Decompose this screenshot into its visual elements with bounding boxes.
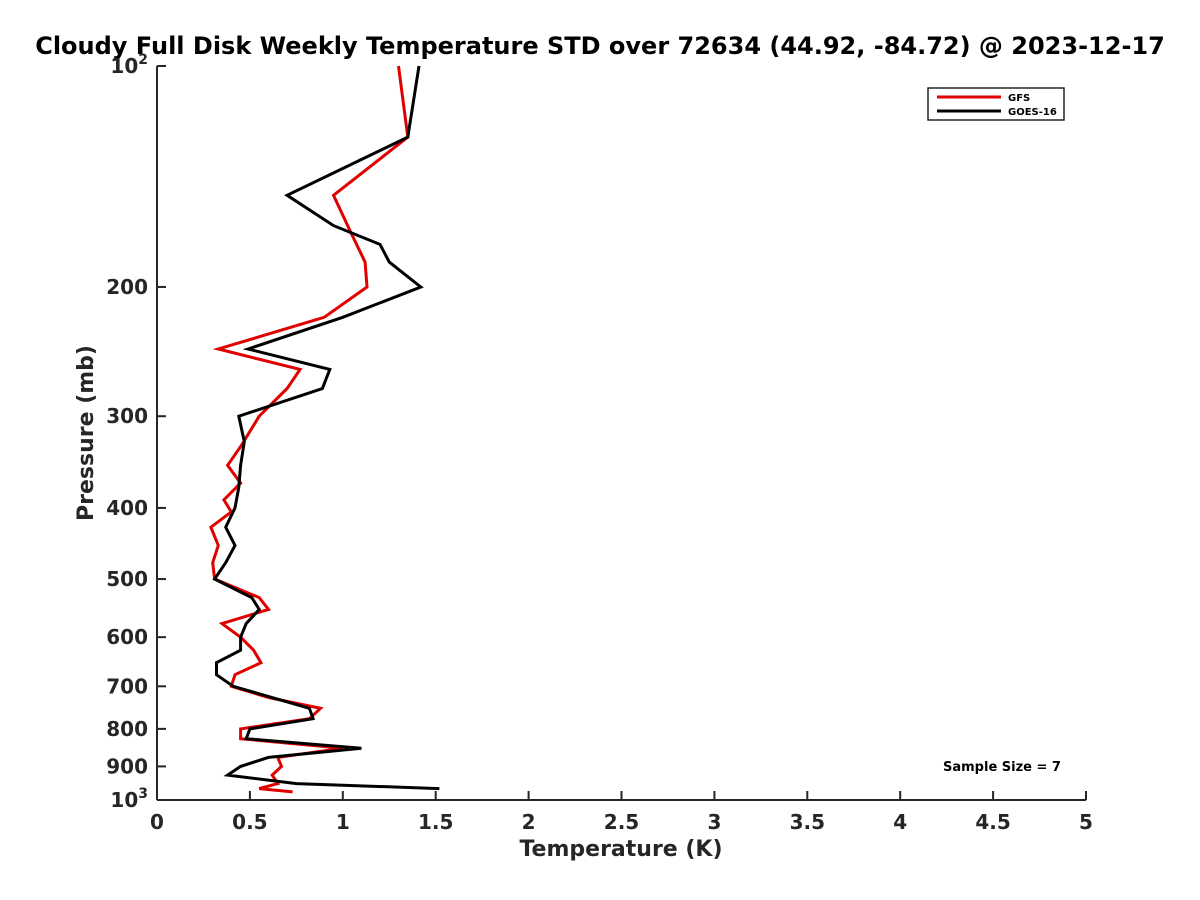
y-tick-label: 900 xyxy=(106,754,148,778)
y-tick-label: 300 xyxy=(106,404,148,428)
y-tick-label: 400 xyxy=(106,496,148,520)
y-tick-label: 700 xyxy=(106,674,148,698)
sample-size-annotation: Sample Size = 7 xyxy=(943,760,1061,775)
y-tick-label: 102 xyxy=(110,52,148,78)
y-tick-label: 500 xyxy=(106,567,148,591)
x-tick-label: 4.5 xyxy=(975,810,1010,834)
chart-title: Cloudy Full Disk Weekly Temperature STD … xyxy=(35,32,1165,60)
y-tick-label: 103 xyxy=(110,786,148,812)
plot-area xyxy=(156,66,1086,801)
y-tick-label: 200 xyxy=(106,275,148,299)
x-tick-label: 0.5 xyxy=(232,810,267,834)
x-tick-label: 0 xyxy=(150,810,164,834)
legend-box xyxy=(927,87,1065,121)
y-ticks: 102 200 300 400 500 600 700 800 900 103 xyxy=(106,52,166,812)
x-tick-label: 3 xyxy=(707,810,721,834)
y-axis-label: Pressure (mb) xyxy=(74,345,99,521)
x-tick-label: 2 xyxy=(522,810,536,834)
series-lines xyxy=(209,65,440,794)
x-ticks: 0 0.5 1 1.5 2 2.5 3 3.5 4 4.5 5 xyxy=(150,791,1093,834)
y-tick-label: 600 xyxy=(106,625,148,649)
x-tick-label: 3.5 xyxy=(790,810,825,834)
legend-label-gfs: GFS xyxy=(1008,93,1030,104)
x-tick-label: 1 xyxy=(336,810,350,834)
y-tick-label: 800 xyxy=(106,717,148,741)
legend-label-goes-16: GOES-16 xyxy=(1008,107,1057,118)
x-tick-label: 4 xyxy=(893,810,907,834)
x-tick-label: 1.5 xyxy=(418,810,453,834)
series-line-goes-16 xyxy=(212,65,440,791)
legend: GFS GOES-16 xyxy=(927,87,1065,121)
x-axis-label: Temperature (K) xyxy=(519,837,722,862)
x-tick-label: 2.5 xyxy=(604,810,639,834)
x-tick-label: 5 xyxy=(1079,810,1093,834)
